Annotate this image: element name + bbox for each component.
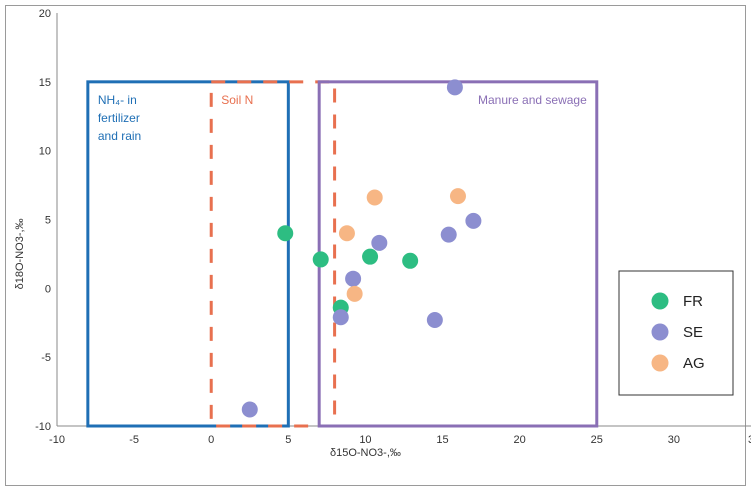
data-points xyxy=(241,79,482,418)
point-ag xyxy=(449,188,466,205)
point-ag xyxy=(366,189,383,206)
x-tick-label: -10 xyxy=(49,434,65,446)
point-ag xyxy=(346,285,363,302)
point-se xyxy=(241,401,258,418)
point-fr xyxy=(312,251,329,268)
point-ag xyxy=(338,225,355,242)
y-tick-label: 5 xyxy=(45,215,51,227)
y-axis-title: δ18O-NO3-,‰ xyxy=(14,218,26,289)
legend-label-fr: FR xyxy=(683,293,703,310)
point-se xyxy=(446,79,463,96)
region-label: NH₄- in fertilizer and rain xyxy=(98,93,141,143)
legend-marker-se xyxy=(651,323,669,341)
x-tick-label: 15 xyxy=(436,434,448,446)
point-se xyxy=(371,234,388,251)
y-tick-label: 15 xyxy=(39,77,51,89)
source-regions: NH₄- in fertilizer and rain Soil N Manure an… xyxy=(86,80,599,428)
x-tick-label: 10 xyxy=(359,434,371,446)
point-se xyxy=(332,309,349,326)
y-tick-label: 20 xyxy=(39,8,51,20)
x-tick-label: -5 xyxy=(129,434,139,446)
legend-marker-fr xyxy=(651,292,669,310)
x-tick-label: 0 xyxy=(208,434,214,446)
x-tick-label: 5 xyxy=(285,434,291,446)
point-se xyxy=(465,212,482,229)
legend-label-se: SE xyxy=(683,324,703,341)
y-tick-label: -10 xyxy=(35,421,51,433)
x-tick-label: 30 xyxy=(668,434,680,446)
region-box-soil-n xyxy=(209,80,337,428)
region-box-manure-and-sewage xyxy=(317,80,599,428)
point-fr xyxy=(362,248,379,265)
x-tick-label: 3 xyxy=(748,434,751,446)
point-se xyxy=(345,270,362,287)
region-label: Manure and sewage xyxy=(478,93,587,107)
x-tick-labels: -10 -5 0 5 10 15 20 25 30 3 xyxy=(49,434,751,446)
x-tick-label: 25 xyxy=(591,434,603,446)
x-axis-title: δ15O-NO3-,‰ xyxy=(330,447,401,459)
y-tick-label: 0 xyxy=(45,283,51,295)
y-tick-labels: -10 -5 0 5 10 15 20 xyxy=(35,8,51,433)
legend-label-ag: AG xyxy=(683,355,705,372)
y-tick-label: -5 xyxy=(41,352,51,364)
point-fr xyxy=(402,252,419,269)
point-fr xyxy=(277,225,294,242)
point-se xyxy=(426,311,443,328)
legend: FR SE AG xyxy=(618,270,734,396)
point-se xyxy=(440,226,457,243)
legend-box xyxy=(618,270,734,396)
y-tick-label: 10 xyxy=(39,146,51,158)
legend-marker-ag xyxy=(651,354,669,372)
region-label: Soil N xyxy=(221,93,253,107)
region-box-nh4-in-fertilizer-and-rain xyxy=(86,80,290,428)
x-tick-label: 20 xyxy=(514,434,526,446)
